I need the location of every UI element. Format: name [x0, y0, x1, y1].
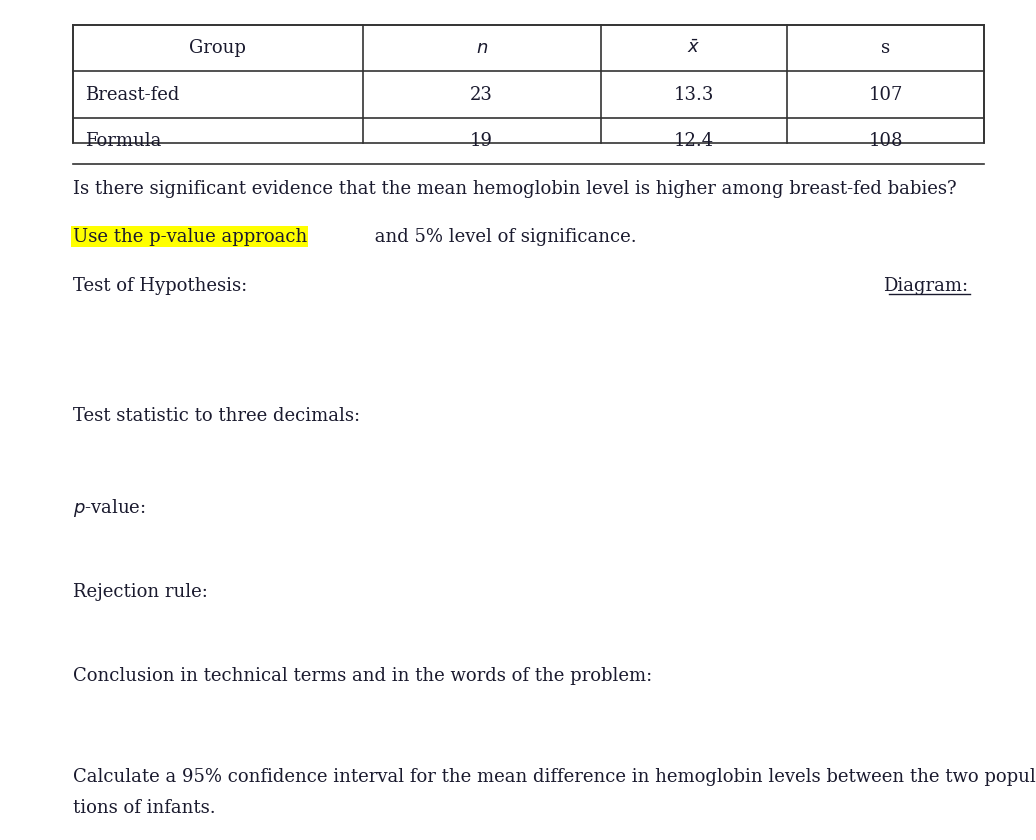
- Text: 12.4: 12.4: [674, 132, 714, 150]
- Text: 19: 19: [470, 132, 493, 150]
- Text: tions of infants.: tions of infants.: [73, 799, 215, 817]
- Text: Test of Hypothesis:: Test of Hypothesis:: [73, 276, 247, 295]
- Text: Breast-fed: Breast-fed: [85, 86, 179, 103]
- Text: Conclusion in technical terms and in the words of the problem:: Conclusion in technical terms and in the…: [73, 667, 652, 685]
- Text: Use the p-value approach: Use the p-value approach: [73, 228, 307, 246]
- Text: Formula: Formula: [85, 132, 162, 150]
- Text: Test statistic to three decimals:: Test statistic to three decimals:: [73, 407, 359, 425]
- Text: $\bar{x}$: $\bar{x}$: [688, 39, 700, 57]
- Text: Rejection rule:: Rejection rule:: [73, 583, 207, 601]
- Text: 13.3: 13.3: [674, 86, 714, 103]
- Text: Is there significant evidence that the mean hemoglobin level is higher among bre: Is there significant evidence that the m…: [73, 180, 956, 198]
- Text: $n$: $n$: [476, 39, 488, 57]
- Text: s: s: [882, 39, 890, 57]
- Text: Diagram:: Diagram:: [884, 276, 969, 295]
- Text: $p$-value:: $p$-value:: [73, 497, 145, 519]
- Text: 107: 107: [868, 86, 903, 103]
- Text: 108: 108: [868, 132, 903, 150]
- Text: and 5% level of significance.: and 5% level of significance.: [369, 228, 636, 246]
- Text: 23: 23: [470, 86, 493, 103]
- Text: Group: Group: [190, 39, 246, 57]
- Text: Calculate a 95% confidence interval for the mean difference in hemoglobin levels: Calculate a 95% confidence interval for …: [73, 768, 1036, 786]
